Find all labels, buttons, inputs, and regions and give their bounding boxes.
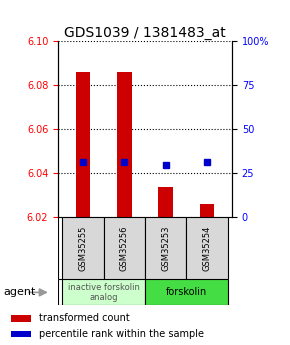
Text: GSM35256: GSM35256 [120,226,129,271]
Bar [11,315,30,322]
Text: inactive forskolin
analog: inactive forskolin analog [68,283,139,302]
Bar [117,72,132,217]
Text: GSM35254: GSM35254 [203,226,212,271]
Text: forskolin: forskolin [166,287,207,297]
Bar [200,204,214,217]
Text: GSM35255: GSM35255 [78,226,87,271]
Bar [104,217,145,279]
Bar [145,279,228,305]
Title: GDS1039 / 1381483_at: GDS1039 / 1381483_at [64,26,226,40]
Text: percentile rank within the sample: percentile rank within the sample [39,329,204,339]
Bar [76,72,90,217]
Bar [62,279,145,305]
Text: transformed count: transformed count [39,314,129,323]
Bar [158,187,173,217]
Bar [62,217,104,279]
Text: GSM35253: GSM35253 [161,226,170,271]
Bar [11,331,30,337]
Text: agent: agent [3,287,35,297]
Bar [186,217,228,279]
Bar [145,217,186,279]
